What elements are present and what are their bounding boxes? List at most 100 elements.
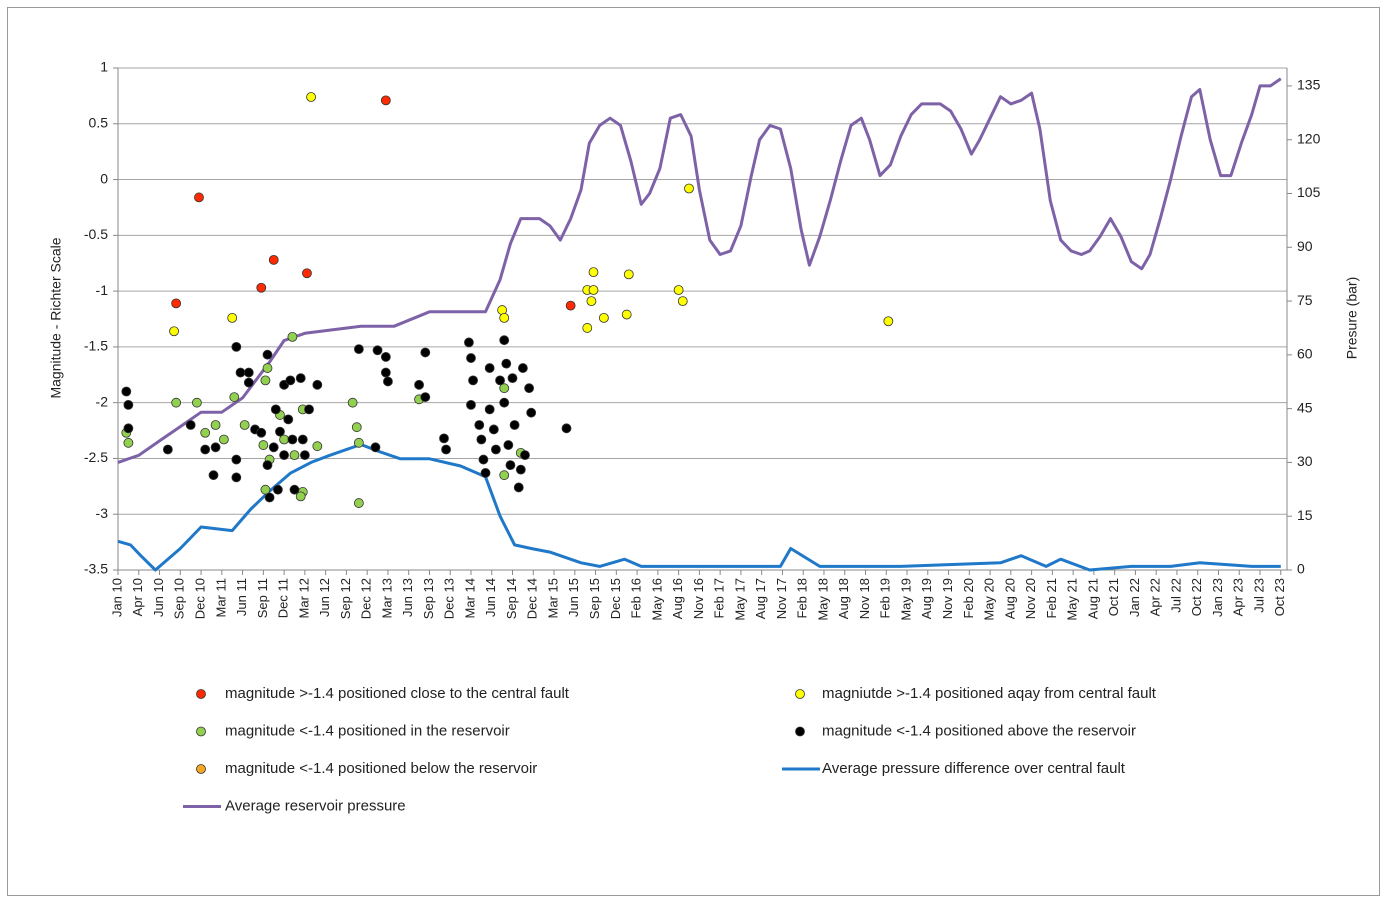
scatter-point [621,309,632,320]
scatter-point [499,470,510,481]
scatter-point [464,337,474,348]
legend-label: magnitude <-1.4 positioned above the res… [822,722,1136,739]
scatter-point [262,349,273,360]
x-tick-label: Dec 12 [359,578,374,619]
scatter-point [505,460,516,471]
scatter-point [171,397,182,408]
x-tick-label: Feb 21 [1044,578,1059,618]
legend-label: Average reservoir pressure [225,797,406,814]
scatter-point [306,92,317,102]
y2-axis-title: Presure (bar) [1344,277,1360,359]
scatter-point [210,442,221,453]
legend-label: magniutde >-1.4 positioned aqay from cen… [822,685,1157,702]
scatter-point [287,434,298,445]
scatter-point [526,407,537,418]
scatter-point [239,420,250,430]
y2-tick-label: 135 [1297,77,1321,93]
scatter-point [598,312,609,323]
x-tick-label: Sep 14 [504,578,519,619]
scatter-point [499,312,510,323]
scatter-point [295,373,306,384]
scatter-point [480,468,491,478]
y-tick-label: 1 [100,59,108,75]
x-tick-label: Nov 20 [1023,578,1038,619]
scatter-point [414,379,424,390]
x-tick-label: Sep 13 [421,578,436,619]
x-tick-label: Jun 11 [234,578,249,616]
scatter-point [466,353,476,363]
x-tick-label: Dec 10 [192,578,207,619]
x-tick-label: Nov 18 [857,578,872,619]
scatter-point [268,442,279,453]
x-tick-label: Aug 20 [1002,578,1017,619]
x-tick-label: Aug 18 [836,578,851,619]
scatter-point [200,444,211,455]
scatter-point [121,386,132,397]
scatter-point [275,426,285,437]
scatter-point [231,341,242,352]
scatter-point [194,192,204,203]
y2-tick-label: 45 [1297,399,1313,415]
y2-tick-label: 120 [1297,130,1321,146]
scatter-point [370,442,381,453]
scatter-point [243,377,254,388]
scatter-point [268,254,279,265]
scatter-point [677,296,688,307]
x-tick-label: Jun 15 [566,578,581,617]
scatter-point [260,375,271,386]
x-tick-label: Apr 22 [1148,578,1163,616]
y2-tick-label: 75 [1297,292,1313,308]
x-tick-label: May 19 [898,578,913,621]
scatter-point [229,392,240,402]
scatter-point [474,420,485,430]
scatter-point [272,484,283,495]
scatter-point [297,434,308,445]
scatter-point [673,285,684,295]
legend-marker [795,689,805,699]
scatter-point [380,367,391,378]
x-tick-label: Dec 15 [608,578,623,619]
legend-marker [196,726,206,737]
scatter-point [383,376,393,387]
x-tick-label: Jun 12 [317,578,332,617]
legend-label: magnitude <-1.4 positioned in the reserv… [225,722,510,739]
scatter-point [495,375,505,386]
scatter-point [200,427,211,438]
scatter-point [499,383,510,394]
x-tick-label: Jun 14 [483,578,498,617]
x-tick-label: Apr 10 [130,578,145,616]
scatter-point [162,444,173,455]
scatter-point [420,392,431,402]
scatter-point [256,282,267,293]
scatter-point [478,454,489,465]
legend-label: Average pressure difference over central… [822,760,1126,777]
x-tick-label: May 20 [982,578,997,621]
x-tick-label: Feb 20 [961,578,976,618]
y-axis-title: Magnitude - Richter Scale [48,237,64,398]
legend-marker [795,726,805,737]
scatter-point [231,454,242,465]
x-tick-label: Aug 16 [670,578,685,619]
scatter-point [256,427,267,438]
x-tick-label: May 17 [732,578,747,621]
scatter-point [509,420,520,430]
scatter-point [353,437,364,448]
scatter-point [588,267,599,278]
scatter-point [169,326,179,337]
scatter-point [243,367,254,378]
scatter-point [123,437,134,448]
scatter-point [488,424,499,435]
scatter-point [353,344,364,355]
x-tick-label: May 16 [649,578,664,621]
y-tick-label: -1 [96,282,109,298]
x-tick-label: Jun 13 [400,578,415,617]
y-tick-label: -3.5 [84,561,108,577]
scatter-point [304,404,314,415]
scatter-point [623,269,634,280]
scatter-point [441,444,451,455]
scatter-point [185,420,196,430]
x-tick-label: Jan 23 [1210,578,1225,617]
scatter-point [210,420,221,430]
x-tick-label: Oct 23 [1272,578,1287,616]
